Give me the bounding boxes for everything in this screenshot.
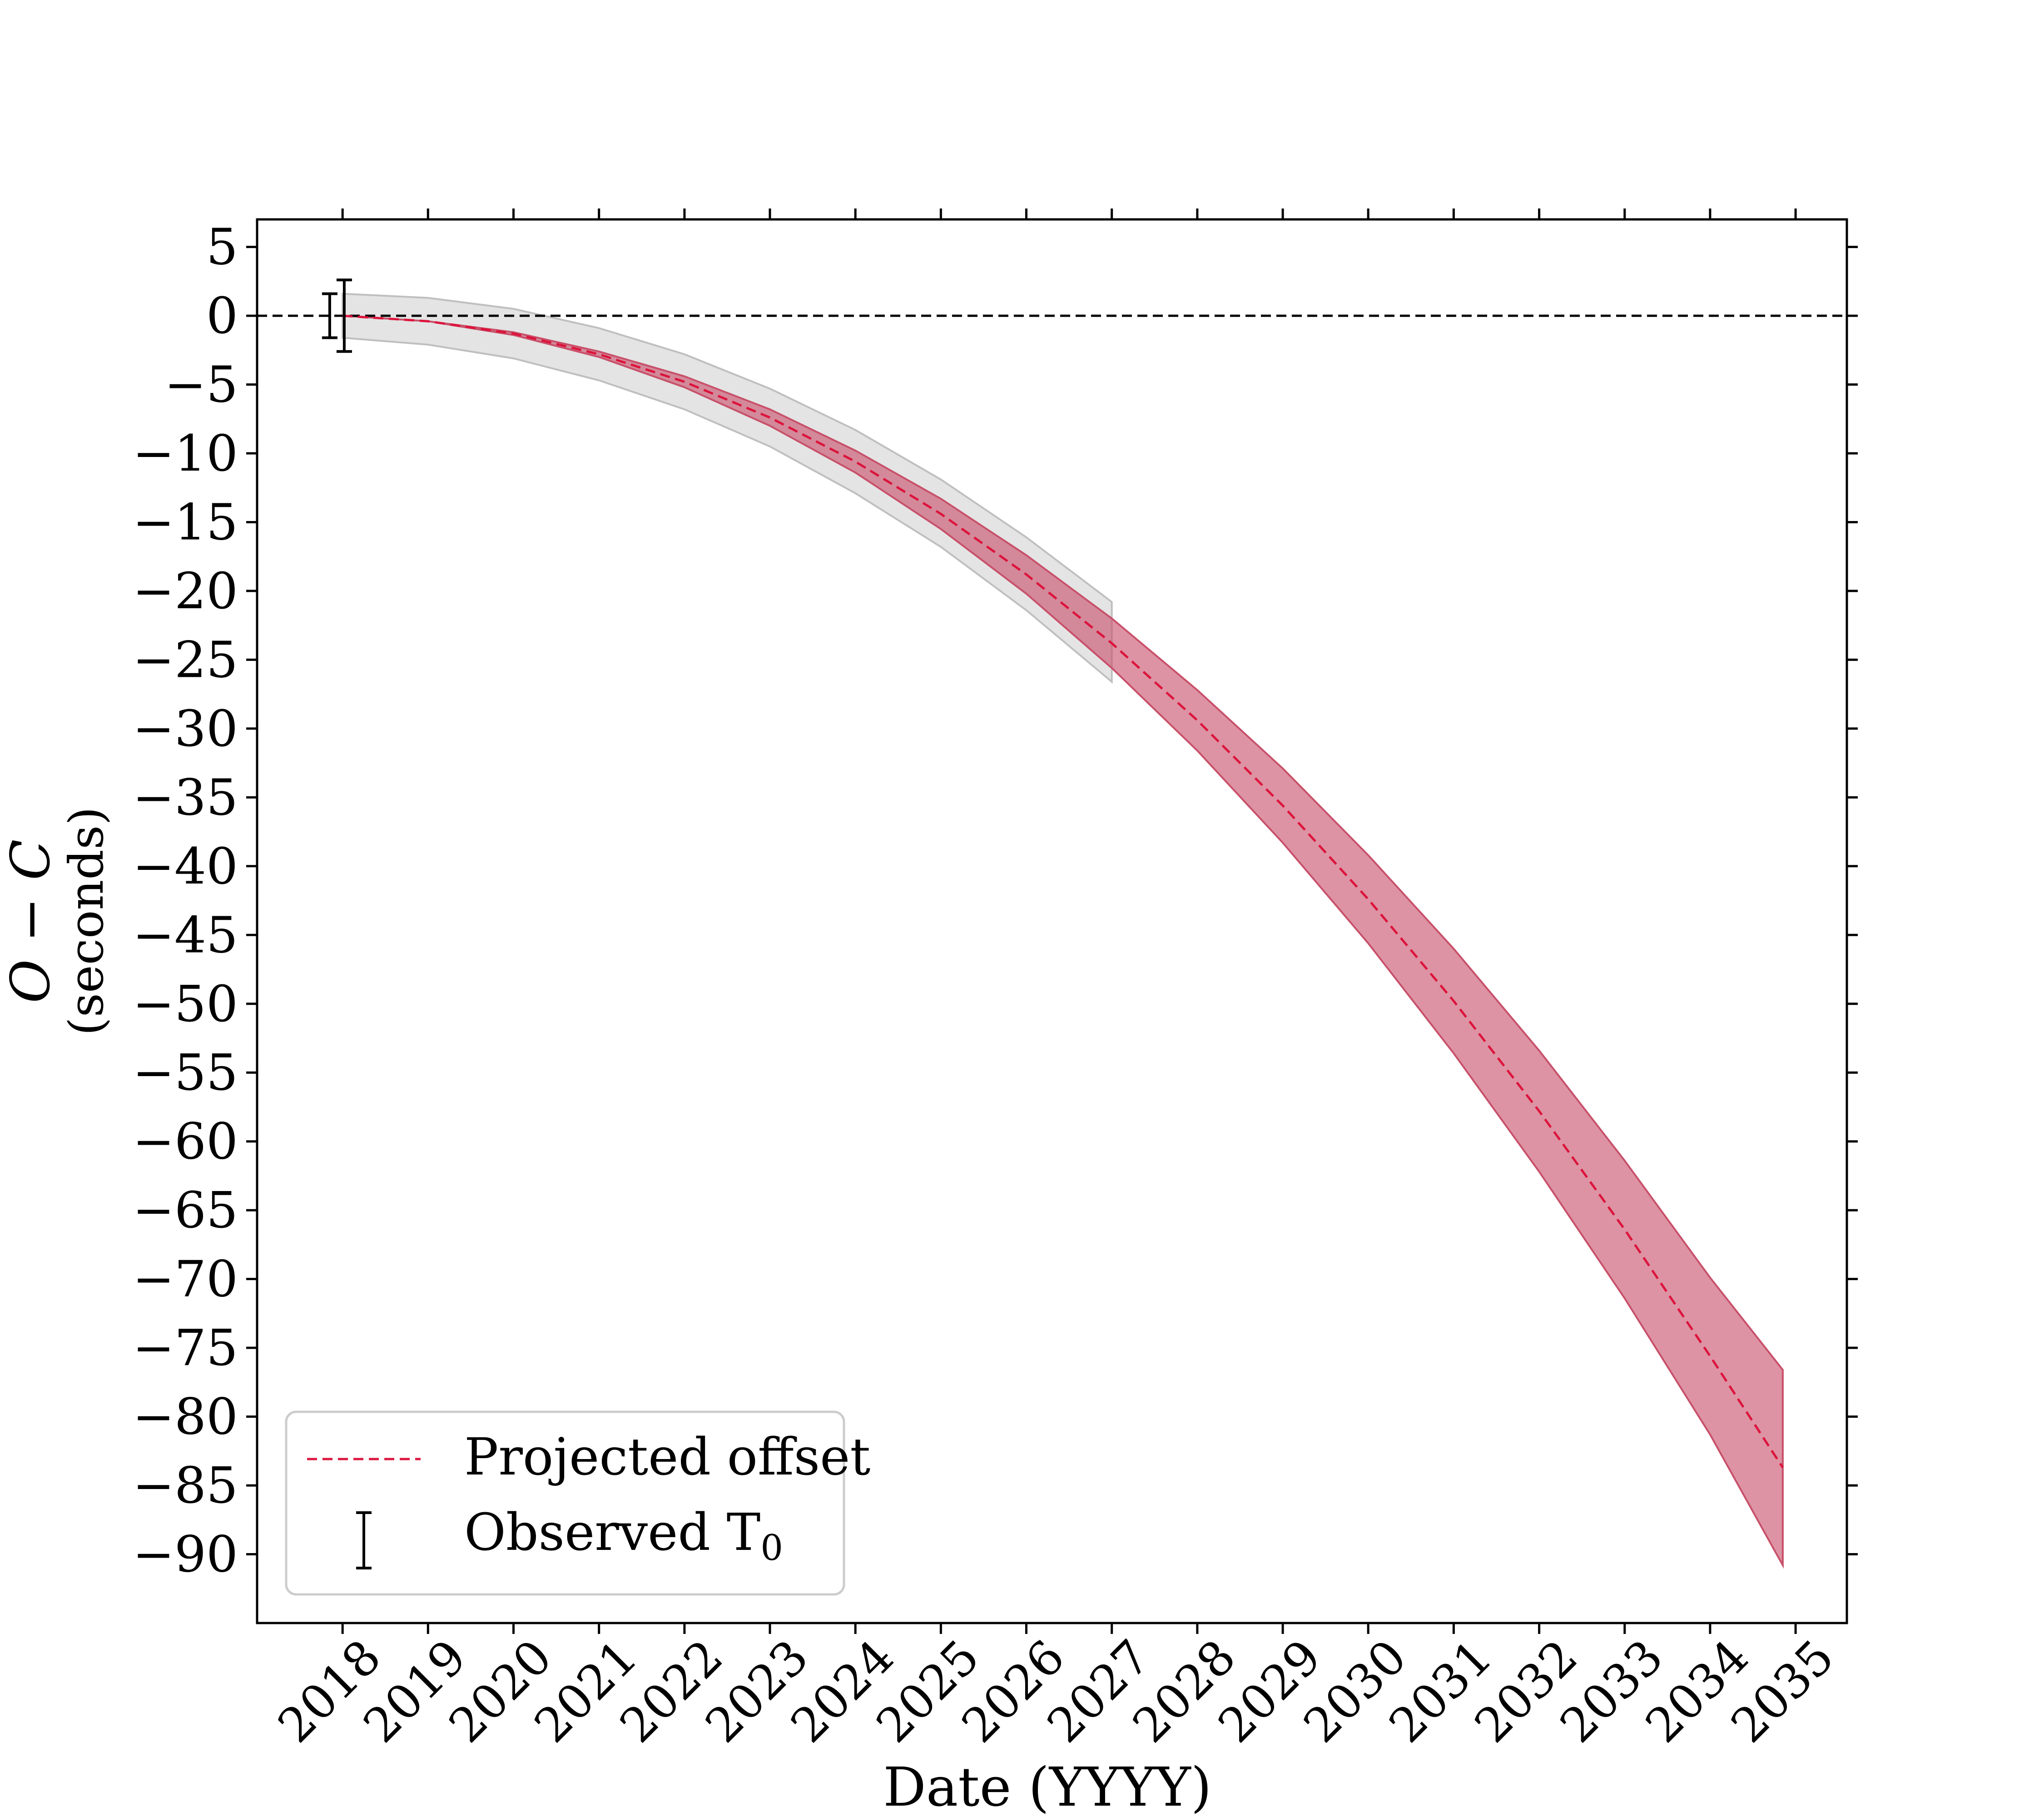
one-sigma-band — [342, 315, 1784, 1569]
x-axis-label: Date (YYYY) — [883, 1756, 1211, 1817]
y-axis-ticks: 5 0 −5 −10 −15 −20 −25 −30 −35 −40 −45 −50 −55 −60 −65… — [133, 218, 1858, 1584]
legend: Projected offset Observed T0 — [285, 1410, 870, 1596]
y-tick-label: −85 — [133, 1456, 238, 1514]
y-axis-label: O − C (seconds) — [0, 807, 114, 1036]
y-tick-label: −35 — [133, 768, 238, 826]
plot-frame — [256, 218, 1848, 1624]
y-tick-label: −70 — [133, 1250, 238, 1308]
y-tick-label: −60 — [133, 1112, 238, 1171]
y-tick-label: −55 — [133, 1043, 238, 1102]
y-tick-label: −25 — [133, 630, 238, 689]
y-axis-label-main: O − C — [0, 839, 62, 1003]
legend-box — [285, 1410, 845, 1596]
y-tick-label: −10 — [133, 424, 238, 482]
legend-observed-swatch — [356, 1511, 372, 1569]
y-tick-label: −75 — [133, 1319, 238, 1377]
y-tick-label: −50 — [133, 975, 238, 1033]
y-tick-label: −80 — [133, 1388, 238, 1446]
uncertainty-bands — [342, 293, 1784, 1569]
y-tick-label: −30 — [133, 700, 238, 758]
y-tick-label: −40 — [133, 837, 238, 895]
y-tick-label: −20 — [133, 562, 238, 620]
y-tick-label: −45 — [133, 906, 238, 964]
y-axis-label-unit: (seconds) — [59, 807, 114, 1036]
observed-t0-errorbars — [322, 278, 352, 353]
y-tick-label: −90 — [133, 1525, 238, 1584]
observed-errorbar — [336, 278, 352, 353]
x-tick-label: 2035 — [1720, 1629, 1844, 1753]
projected-offset-line — [342, 314, 1784, 1469]
observed-errorbar — [322, 292, 337, 339]
y-tick-label: 5 — [206, 218, 238, 276]
y-tick-label: −65 — [133, 1181, 238, 1239]
legend-observed-label: Observed T0 — [464, 1503, 783, 1569]
legend-projected-label: Projected offset — [464, 1428, 870, 1487]
y-tick-label: 0 — [206, 287, 238, 345]
y-tick-label: −15 — [133, 493, 238, 551]
y-tick-label: −5 — [164, 356, 238, 414]
wide-uncertainty-band — [342, 293, 1113, 684]
